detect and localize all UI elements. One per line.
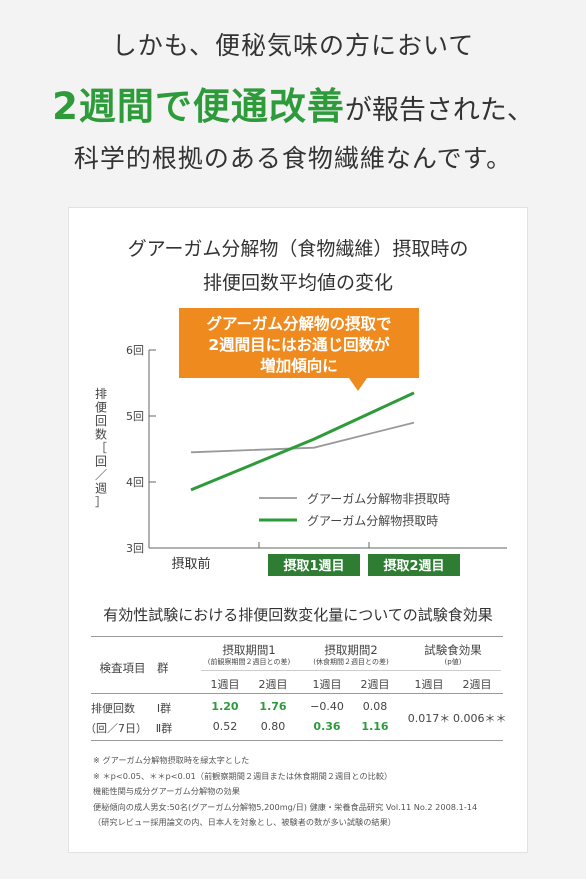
row-2-group: Ⅱ群 xyxy=(155,722,173,735)
series-line-2 xyxy=(190,391,415,492)
header-eff-w1: 1週目 xyxy=(414,678,444,691)
header-eff-w2: 2週目 xyxy=(462,678,492,691)
header-effect: 試験食効果 xyxy=(424,643,482,657)
x-category-box xyxy=(268,554,360,576)
y-axis-label-char: 週 xyxy=(95,482,107,496)
header-effect-note: (p値) xyxy=(444,658,462,666)
y-tick-label: 6回 xyxy=(126,344,144,357)
legend-label-2: グアーガム分解物摂取時 xyxy=(307,513,438,528)
header-p1-w2: 2週目 xyxy=(258,678,288,691)
y-axis-label-char: 回 xyxy=(95,414,107,428)
header-item: 検査項目 群 xyxy=(91,660,177,676)
header-period-2-note: (休食期間２週目との差) xyxy=(313,658,389,666)
table-title: 有効性試験における排便回数変化量についての試験食効果 xyxy=(103,606,493,624)
footnote-5: （研究レビュー採用論文の内、日本人を対象とし、被験者の数が多い試験の結果） xyxy=(93,817,396,827)
legend-label-1: グアーガム分解物非摂取時 xyxy=(307,491,450,506)
header-period-2: 摂取期間2 xyxy=(324,643,378,657)
y-axis-label-char: ］ xyxy=(95,495,107,509)
y-axis-label-char: 便 xyxy=(95,401,107,415)
callout-tail xyxy=(349,378,367,391)
header-period-1-note: (前観察期間２週目との差) xyxy=(207,658,291,666)
table-rule-subheader xyxy=(201,670,501,671)
y-axis-label-char: 回 xyxy=(95,455,107,469)
header-group-label: 群 xyxy=(157,661,169,675)
row-1-p1-w2: 1.76 xyxy=(259,700,287,713)
x-category-label: 摂取2週目 xyxy=(383,558,444,574)
footnote-3: 機能性関与成分グアーガム分解物の効果 xyxy=(93,786,240,796)
y-tick-label: 4回 xyxy=(126,476,144,489)
callout-line-1: グアーガム分解物の摂取で xyxy=(206,315,392,333)
row-2-p2-w1: 0.36 xyxy=(313,720,341,733)
headline-line-3: 科学的根拠のある食物繊維なんです。 xyxy=(73,144,513,173)
row-1-group: Ⅰ群 xyxy=(156,702,172,715)
chart-title-line-1: グアーガム分解物（食物繊維）摂取時の xyxy=(127,238,469,260)
footnote-2: ※ ＊p<0.05、＊＊p<0.01（前観察期間２週目または休食期間２週目との比… xyxy=(93,770,393,781)
chart-card: グアーガム分解物（食物繊維）摂取時の 排便回数平均値の変化 3回 4回 5回 6回排便… xyxy=(68,207,528,853)
headline-emphasis: 2週間で便通改善 xyxy=(52,85,345,128)
footnote-4: 便秘傾向の成人男女:50名(グアーガム分解物5,200mg/日) 健康・栄養食品… xyxy=(93,801,478,812)
header-period-1: 摂取期間1 xyxy=(222,643,276,657)
callout-line-3: 増加傾向に xyxy=(260,357,338,375)
table-rule-mid xyxy=(91,693,503,694)
y-axis-label-char: 排 xyxy=(95,387,107,401)
callout-box: グアーガム分解物の摂取で 2週間目にはお通じ回数が 増加傾向に xyxy=(179,308,419,378)
footnotes: ※ グアーガム分解物摂取時を緑太字とした ※ ＊p<0.05、＊＊p<0.01（… xyxy=(93,753,477,831)
chart-title-line-2: 排便回数平均値の変化 xyxy=(202,272,393,294)
header-p2-w1: 1週目 xyxy=(312,678,342,691)
callout-line-2: 2週間目にはお通じ回数が xyxy=(208,336,390,354)
headline-line-2-rest: が報告された、 xyxy=(344,95,534,126)
y-axis-label-char: ／ xyxy=(95,468,107,482)
table-rule-bottom xyxy=(91,740,503,741)
header-p2-w2: 2週目 xyxy=(360,678,390,691)
x-category-label: 摂取1週目 xyxy=(283,558,344,574)
header-item-label: 検査項目 xyxy=(99,661,146,675)
effect-w1-value: 0.017＊ xyxy=(407,712,451,725)
y-tick-label: 5回 xyxy=(126,410,144,423)
y-axis-label-char: 数 xyxy=(95,427,107,442)
x-category-box xyxy=(368,554,460,576)
x-category-label: 摂取前 xyxy=(171,556,210,572)
row-item-line-1: 排便回数 xyxy=(91,702,135,715)
headline-line-1: しかも、便秘気味の方において xyxy=(111,31,475,60)
y-tick-label: 3回 xyxy=(126,542,144,555)
header-p1-w1: 1週目 xyxy=(210,678,240,691)
row-1-p1-w1: 1.20 xyxy=(211,700,239,713)
y-axis-label-char: ［ xyxy=(95,441,107,455)
effect-w2-value: 0.006＊＊ xyxy=(453,712,507,725)
row-2-p1-w2: 0.80 xyxy=(260,720,286,733)
row-2-p2-w2: 1.16 xyxy=(361,720,389,733)
row-item-line-2: （回／7日） xyxy=(85,722,147,735)
footnote-1: ※ グアーガム分解物摂取時を緑太字とした xyxy=(93,755,250,765)
headline-line-2: 2週間で便通改善が報告された、 xyxy=(0,76,586,130)
table-rule-top xyxy=(91,636,503,637)
row-1-p2-w1: −0.40 xyxy=(310,700,344,713)
row-2-p1-w1: 0.52 xyxy=(212,720,238,733)
series-line-1 xyxy=(190,421,415,454)
results-table: 検査項目 群 摂取期間1 (前観察期間２週目との差) 摂取期間2 (休食期間２週… xyxy=(85,636,507,742)
row-1-p2-w2: 0.08 xyxy=(362,700,388,713)
